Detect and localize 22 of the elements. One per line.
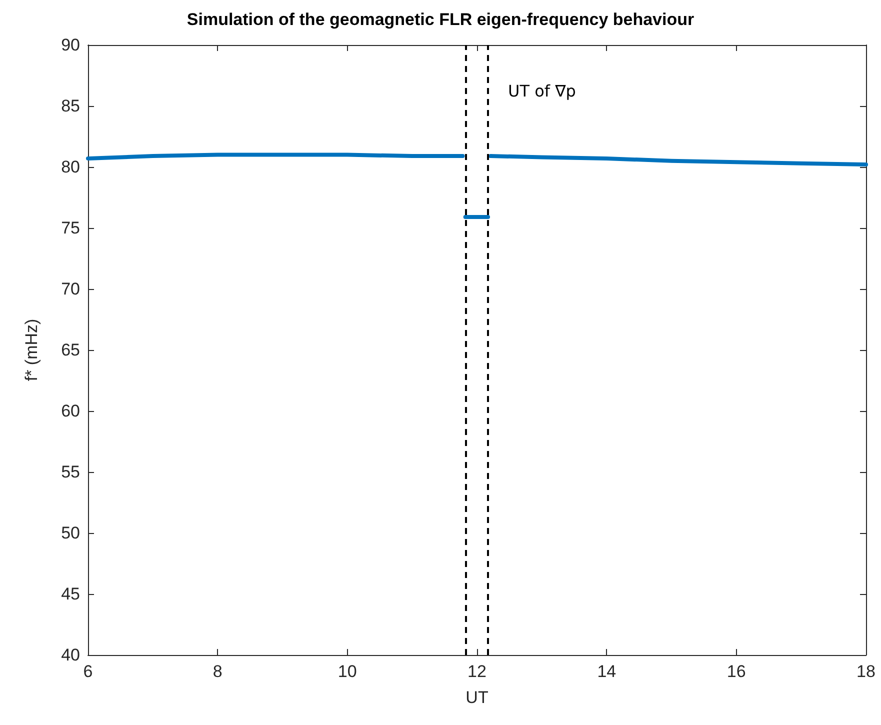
x-tick-label: 10 xyxy=(338,662,357,681)
y-tick-label: 50 xyxy=(61,524,80,542)
ref-line-label: UT of ∇p xyxy=(508,82,576,100)
x-tick-label: 6 xyxy=(83,662,93,681)
x-tick-label: 8 xyxy=(212,662,222,681)
x-tick-label: 16 xyxy=(726,662,746,681)
y-tick-label: 90 xyxy=(61,36,80,54)
x-axis-title: UT xyxy=(466,688,488,707)
chart-title: Simulation of the geomagnetic FLR eigen-frequency behaviour xyxy=(186,10,694,29)
x-tick-label: 14 xyxy=(597,662,616,681)
y-tick-label: 75 xyxy=(61,218,80,238)
x-tick-label: 18 xyxy=(856,662,876,681)
x-tick-label: 12 xyxy=(468,662,486,681)
y-tick-label: 70 xyxy=(61,280,80,298)
y-axis-title: f* (mHz) xyxy=(22,318,41,382)
y-tick-label: 80 xyxy=(61,158,80,176)
y-tick-label: 65 xyxy=(61,340,80,360)
y-tick-label: 55 xyxy=(61,462,80,482)
y-tick-label: 45 xyxy=(61,584,80,604)
y-tick-label: 40 xyxy=(61,646,80,664)
y-tick-label: 60 xyxy=(61,402,80,420)
y-tick-label: 85 xyxy=(61,96,80,116)
